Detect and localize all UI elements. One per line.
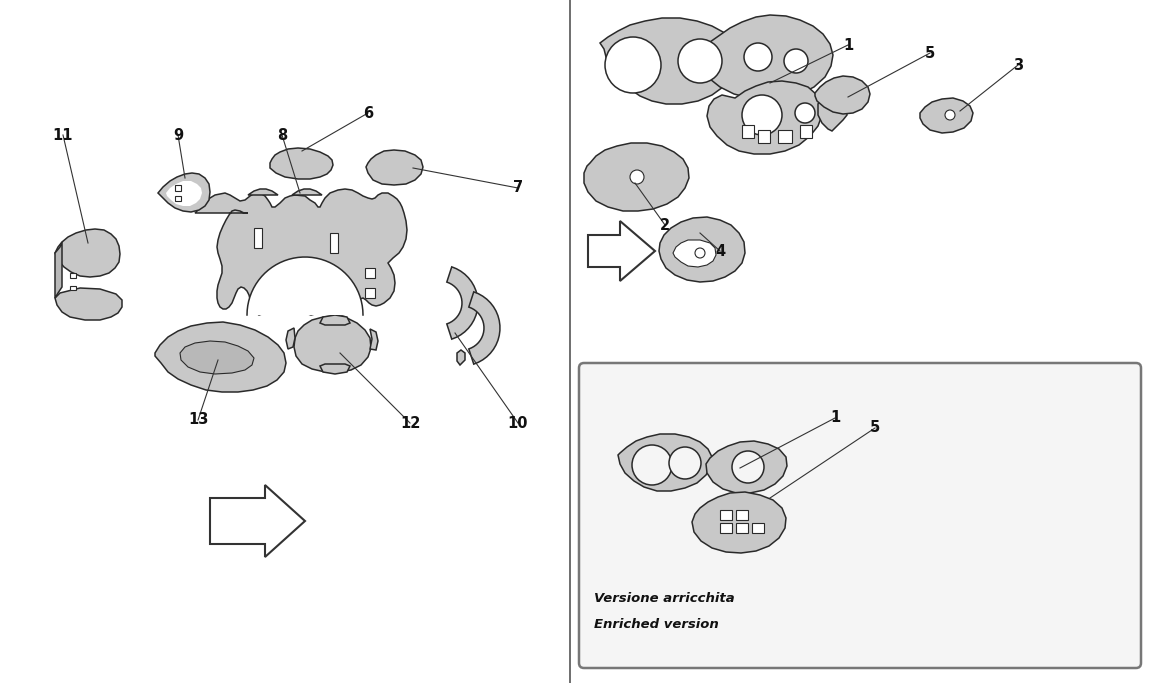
Polygon shape [210, 485, 305, 557]
Text: 1: 1 [843, 38, 853, 53]
Polygon shape [270, 148, 334, 179]
Text: 9: 9 [172, 128, 183, 143]
Text: 5: 5 [925, 46, 935, 61]
Polygon shape [447, 267, 478, 339]
Polygon shape [292, 189, 322, 195]
Text: 13: 13 [187, 413, 208, 428]
Circle shape [795, 103, 815, 123]
Polygon shape [800, 125, 812, 138]
Polygon shape [320, 364, 350, 374]
Polygon shape [457, 350, 465, 365]
Text: 12: 12 [400, 415, 420, 430]
Polygon shape [736, 523, 748, 533]
Text: 6: 6 [363, 105, 373, 120]
Text: 8: 8 [277, 128, 288, 143]
Circle shape [669, 447, 702, 479]
Polygon shape [175, 196, 181, 201]
Polygon shape [370, 329, 378, 350]
Circle shape [630, 170, 644, 184]
Polygon shape [752, 523, 764, 533]
Polygon shape [196, 189, 407, 315]
Circle shape [605, 37, 661, 93]
Polygon shape [175, 185, 181, 191]
Polygon shape [815, 76, 871, 114]
Circle shape [945, 110, 954, 120]
Polygon shape [365, 268, 375, 278]
Polygon shape [286, 328, 296, 349]
Polygon shape [673, 240, 716, 267]
Circle shape [733, 451, 764, 483]
Circle shape [695, 248, 705, 258]
Polygon shape [818, 94, 848, 131]
Polygon shape [158, 173, 210, 212]
Polygon shape [720, 523, 733, 533]
Polygon shape [659, 217, 745, 282]
Text: 4: 4 [715, 244, 724, 258]
Polygon shape [166, 181, 202, 206]
Polygon shape [330, 233, 338, 253]
Polygon shape [469, 292, 500, 364]
Text: 10: 10 [508, 415, 528, 430]
Polygon shape [736, 510, 748, 520]
Polygon shape [618, 434, 712, 491]
Circle shape [678, 39, 722, 83]
FancyBboxPatch shape [578, 363, 1141, 668]
Text: 3: 3 [1013, 57, 1024, 72]
Text: Versione arricchita: Versione arricchita [595, 591, 735, 604]
Text: Enriched version: Enriched version [595, 619, 719, 632]
Polygon shape [700, 15, 833, 100]
Polygon shape [366, 150, 423, 185]
Text: 5: 5 [869, 421, 880, 436]
Polygon shape [294, 316, 371, 372]
Circle shape [632, 445, 672, 485]
Circle shape [784, 49, 808, 73]
Polygon shape [692, 492, 785, 553]
Polygon shape [248, 189, 278, 195]
Text: 11: 11 [53, 128, 74, 143]
Polygon shape [55, 242, 62, 298]
Polygon shape [720, 510, 733, 520]
Polygon shape [742, 125, 754, 138]
Polygon shape [181, 341, 254, 374]
Polygon shape [758, 130, 770, 143]
Polygon shape [70, 286, 76, 290]
Polygon shape [588, 221, 655, 281]
Polygon shape [55, 288, 122, 320]
Polygon shape [70, 273, 76, 278]
Circle shape [742, 95, 782, 135]
Polygon shape [706, 441, 787, 493]
Polygon shape [920, 98, 973, 133]
Polygon shape [254, 228, 262, 248]
Polygon shape [320, 315, 350, 325]
Polygon shape [247, 257, 363, 315]
Text: 1: 1 [830, 410, 841, 426]
Polygon shape [707, 81, 822, 154]
Polygon shape [779, 130, 792, 143]
Polygon shape [584, 143, 689, 211]
Circle shape [744, 43, 772, 71]
Text: 2: 2 [660, 217, 670, 232]
Polygon shape [365, 288, 375, 298]
Polygon shape [600, 18, 739, 104]
Polygon shape [155, 322, 286, 392]
Polygon shape [55, 229, 120, 277]
Text: 7: 7 [513, 180, 523, 195]
